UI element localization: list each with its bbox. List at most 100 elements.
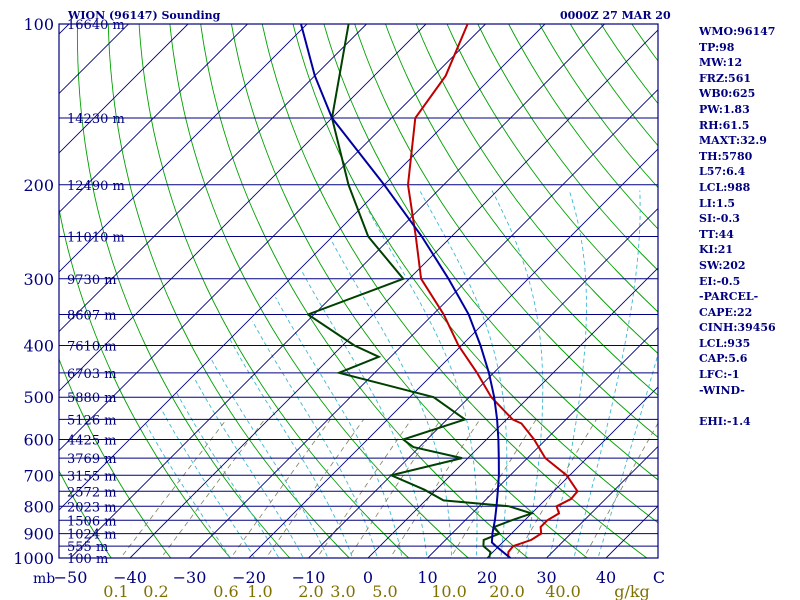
- isotherm: [546, 445, 658, 558]
- isotherm: [59, 24, 248, 214]
- isotherm: [0, 24, 10, 558]
- index-item: SW:202: [699, 258, 746, 272]
- height-label: 2572 m: [67, 485, 117, 500]
- isotherm: [308, 207, 658, 558]
- height-label: 5880 m: [67, 391, 117, 406]
- isotherm: [59, 24, 367, 333]
- dry-adiabats: [59, 24, 658, 558]
- index-item: RH:61.5: [699, 118, 750, 132]
- mixing-ratio-label: 3.0: [330, 582, 355, 600]
- index-item: [699, 398, 799, 414]
- dry-adiabat: [539, 24, 658, 189]
- isotherm: [367, 267, 658, 558]
- mixing-ratio-label: 2.0: [298, 582, 323, 600]
- index-item: TP:98: [699, 40, 735, 54]
- height-label: 9730 m: [67, 273, 117, 288]
- pressure-tick-label: 400: [23, 337, 54, 356]
- moist-adiabat: [419, 190, 508, 558]
- dewpoint-line: [305, 24, 535, 558]
- pressure-tick-label: 1000: [13, 549, 54, 568]
- dry-adiabat: [446, 24, 658, 313]
- dry-adiabat: [231, 24, 588, 558]
- temp-tick-label: −50: [54, 568, 88, 587]
- isotherm: [59, 24, 486, 452]
- mixing-ratio-line: [120, 419, 227, 558]
- moist-adiabat: [331, 240, 453, 558]
- mixing-ratio-line: [583, 422, 658, 558]
- temp-tick-label: 0: [363, 568, 373, 587]
- height-label: 7610 m: [67, 340, 117, 355]
- mixing-ratio-line: [230, 419, 331, 558]
- chart-title: WION (96147) Sounding: [68, 9, 221, 22]
- temp-tick-label: −20: [232, 568, 266, 587]
- dry-adiabat: [569, 24, 658, 147]
- moist-adiabat: [211, 359, 329, 558]
- height-label: 100 m: [67, 552, 108, 567]
- index-item: EHI:-1.4: [699, 414, 751, 428]
- dry-adiabat: [169, 24, 469, 558]
- moist-adiabat: [176, 392, 280, 558]
- isotherm: [248, 148, 658, 558]
- index-item: LFC:-1: [699, 368, 740, 382]
- height-label: 11010 m: [67, 230, 125, 245]
- sounding-series: [299, 24, 579, 558]
- mixing-ratio-unit: g/kg: [614, 582, 650, 600]
- dry-adiabat: [477, 24, 658, 272]
- index-item: KI:21: [699, 243, 734, 257]
- height-label: 4425 m: [67, 434, 117, 449]
- isotherm: [486, 386, 658, 558]
- pressure-tick-label: 500: [23, 388, 54, 407]
- index-item: WB0:625: [699, 87, 756, 101]
- mixing-ratio-label: 0.6: [213, 582, 238, 600]
- pressure-tick-label: 300: [23, 270, 54, 289]
- temp-tick-label: 40: [596, 568, 616, 587]
- isotherm: [427, 326, 658, 558]
- index-item: FRZ:561: [699, 71, 752, 85]
- index-item: MAXT:32.9: [699, 134, 767, 148]
- moist-adiabat: [597, 352, 658, 558]
- height-label: 12490 m: [67, 179, 125, 194]
- x-unit-label: C: [653, 568, 665, 587]
- mixing-ratio-line: [514, 419, 597, 558]
- dry-adiabat: [59, 357, 172, 558]
- index-item: -WIND-: [699, 383, 745, 397]
- mixing-ratio-label: 0.1: [103, 582, 128, 600]
- pressure-tick-label: 800: [23, 497, 54, 516]
- height-label: 2023 m: [67, 500, 117, 515]
- pressure-tick-label: 100: [23, 15, 54, 34]
- height-label: 555 m: [67, 540, 108, 555]
- chart-time: 0000Z 27 MAR 20: [560, 9, 671, 22]
- isotherm: [59, 24, 427, 392]
- plot-frame: [58, 23, 659, 559]
- pressure-tick-label: 700: [23, 466, 54, 485]
- mixing-ratio-label: 10.0: [431, 582, 467, 600]
- dry-adiabat: [292, 24, 658, 524]
- mixing-ratio-label: 0.2: [143, 582, 168, 600]
- height-label: 1024 m: [67, 528, 117, 543]
- dry-adiabat: [200, 24, 529, 558]
- y-unit-label: mb: [33, 571, 55, 587]
- mixing-ratio-line: [160, 419, 266, 558]
- moist-adiabats: [145, 190, 658, 558]
- dry-adiabat: [323, 24, 658, 481]
- index-item: -PARCEL-: [699, 290, 759, 304]
- pressure-tick-label: 900: [23, 525, 54, 544]
- index-item: PW:1.83: [699, 102, 750, 116]
- height-label: 3155 m: [67, 469, 117, 484]
- isotherms: [0, 24, 658, 558]
- index-item: LCL:935: [699, 336, 751, 350]
- moist-adiabat: [301, 270, 428, 558]
- height-label: 8607 m: [67, 309, 117, 324]
- isotherm: [59, 24, 308, 273]
- temp-tick-label: 30: [536, 568, 556, 587]
- moist-adiabat: [549, 190, 587, 558]
- temp-tick-label: −30: [173, 568, 207, 587]
- moist-adiabat: [193, 377, 304, 558]
- dry-adiabat: [354, 24, 658, 438]
- dry-adiabat: [107, 24, 350, 558]
- mixing-ratio-label: 5.0: [372, 582, 397, 600]
- temp-tick-label: 20: [477, 568, 497, 587]
- isobars: [59, 24, 658, 558]
- isotherm: [129, 29, 658, 558]
